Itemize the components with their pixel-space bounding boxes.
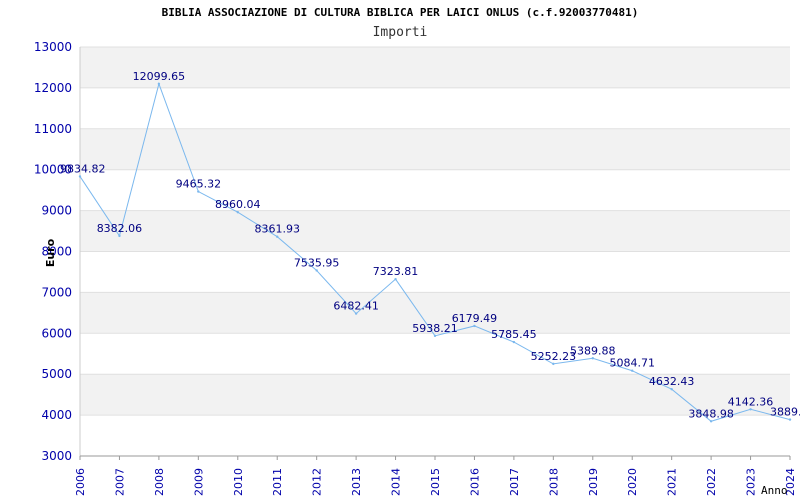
data-point (354, 312, 358, 315)
data-point (315, 269, 318, 272)
data-point (591, 357, 594, 360)
x-tick-label: 2023 (745, 468, 758, 496)
x-tick-label: 2018 (547, 468, 560, 496)
y-tick-label: 13000 (34, 40, 72, 54)
x-tick-label: 2024 (784, 468, 797, 496)
data-point (157, 82, 161, 86)
data-label: 5938.21 (412, 322, 458, 335)
data-label: 5389.88 (570, 344, 616, 357)
data-label: 9465.32 (176, 178, 222, 191)
grid-band (80, 374, 790, 416)
chart-title: BIBLIA ASSOCIAZIONE DI CULTURA BIBLICA P… (161, 6, 639, 19)
data-point (276, 235, 279, 238)
data-point (394, 277, 397, 281)
x-tick-label: 2007 (113, 468, 126, 496)
data-label: 3848.98 (688, 407, 734, 420)
x-tick-label: 2014 (390, 468, 403, 496)
x-tick-label: 2011 (271, 468, 284, 496)
y-tick-label: 8000 (41, 245, 72, 259)
data-point (433, 334, 437, 338)
grid-band (80, 210, 790, 252)
grid-band (80, 47, 790, 88)
data-label: 6482.41 (333, 300, 379, 313)
data-label: 8361.93 (254, 223, 300, 236)
data-label: 5084.71 (609, 357, 655, 370)
data-point (631, 369, 634, 372)
grid-band (80, 128, 790, 170)
grid-band (80, 292, 790, 334)
data-point (236, 211, 239, 214)
data-point (788, 418, 792, 421)
x-tick-label: 2009 (192, 468, 205, 496)
data-label: 3889.7 (770, 406, 800, 419)
data-point (749, 408, 752, 411)
data-point (78, 175, 82, 178)
y-tick-label: 6000 (41, 326, 72, 340)
y-tick-label: 5000 (41, 367, 72, 381)
y-tick-label: 7000 (41, 285, 72, 299)
x-tick-label: 2013 (350, 468, 363, 496)
x-tick-label: 2016 (468, 468, 481, 496)
data-label: 7535.95 (294, 256, 340, 269)
x-tick-label: 2022 (705, 468, 718, 496)
x-tick-label: 2008 (153, 468, 166, 496)
x-tick-label: 2015 (429, 468, 442, 496)
x-tick-label: 2019 (587, 468, 600, 496)
data-label: 12099.65 (133, 70, 186, 83)
y-tick-label: 9000 (41, 204, 72, 218)
data-point (670, 388, 673, 391)
data-label: 5785.45 (491, 328, 537, 341)
data-point (512, 340, 516, 344)
y-tick-label: 12000 (34, 81, 72, 95)
y-tick-label: 10000 (34, 163, 72, 177)
x-tick-label: 2020 (626, 468, 639, 496)
data-point (473, 324, 476, 328)
x-axis-title: Anno (761, 484, 788, 497)
y-tick-label: 11000 (34, 122, 72, 136)
data-label: 4632.43 (649, 375, 695, 388)
x-tick-label: 2010 (232, 468, 245, 496)
x-tick-label: 2021 (666, 468, 679, 496)
data-label: 8960.04 (215, 198, 261, 211)
data-label: 8382.06 (97, 222, 143, 235)
y-axis-title: Euro (44, 238, 57, 267)
data-point (709, 420, 713, 423)
data-label: 4142.36 (728, 395, 774, 408)
data-label: 7323.81 (373, 265, 419, 278)
data-point (118, 234, 121, 238)
data-label: 9834.82 (60, 162, 106, 175)
data-point (197, 190, 200, 193)
chart-subtitle: Importi (372, 25, 428, 40)
data-point (552, 362, 555, 366)
x-tick-label: 2006 (74, 468, 87, 496)
x-tick-label: 2012 (311, 468, 324, 496)
y-tick-label: 4000 (41, 408, 72, 422)
y-tick-label: 3000 (41, 449, 72, 463)
data-label: 6179.49 (452, 312, 498, 325)
data-label: 5252.23 (531, 350, 577, 363)
x-tick-label: 2017 (508, 468, 521, 496)
